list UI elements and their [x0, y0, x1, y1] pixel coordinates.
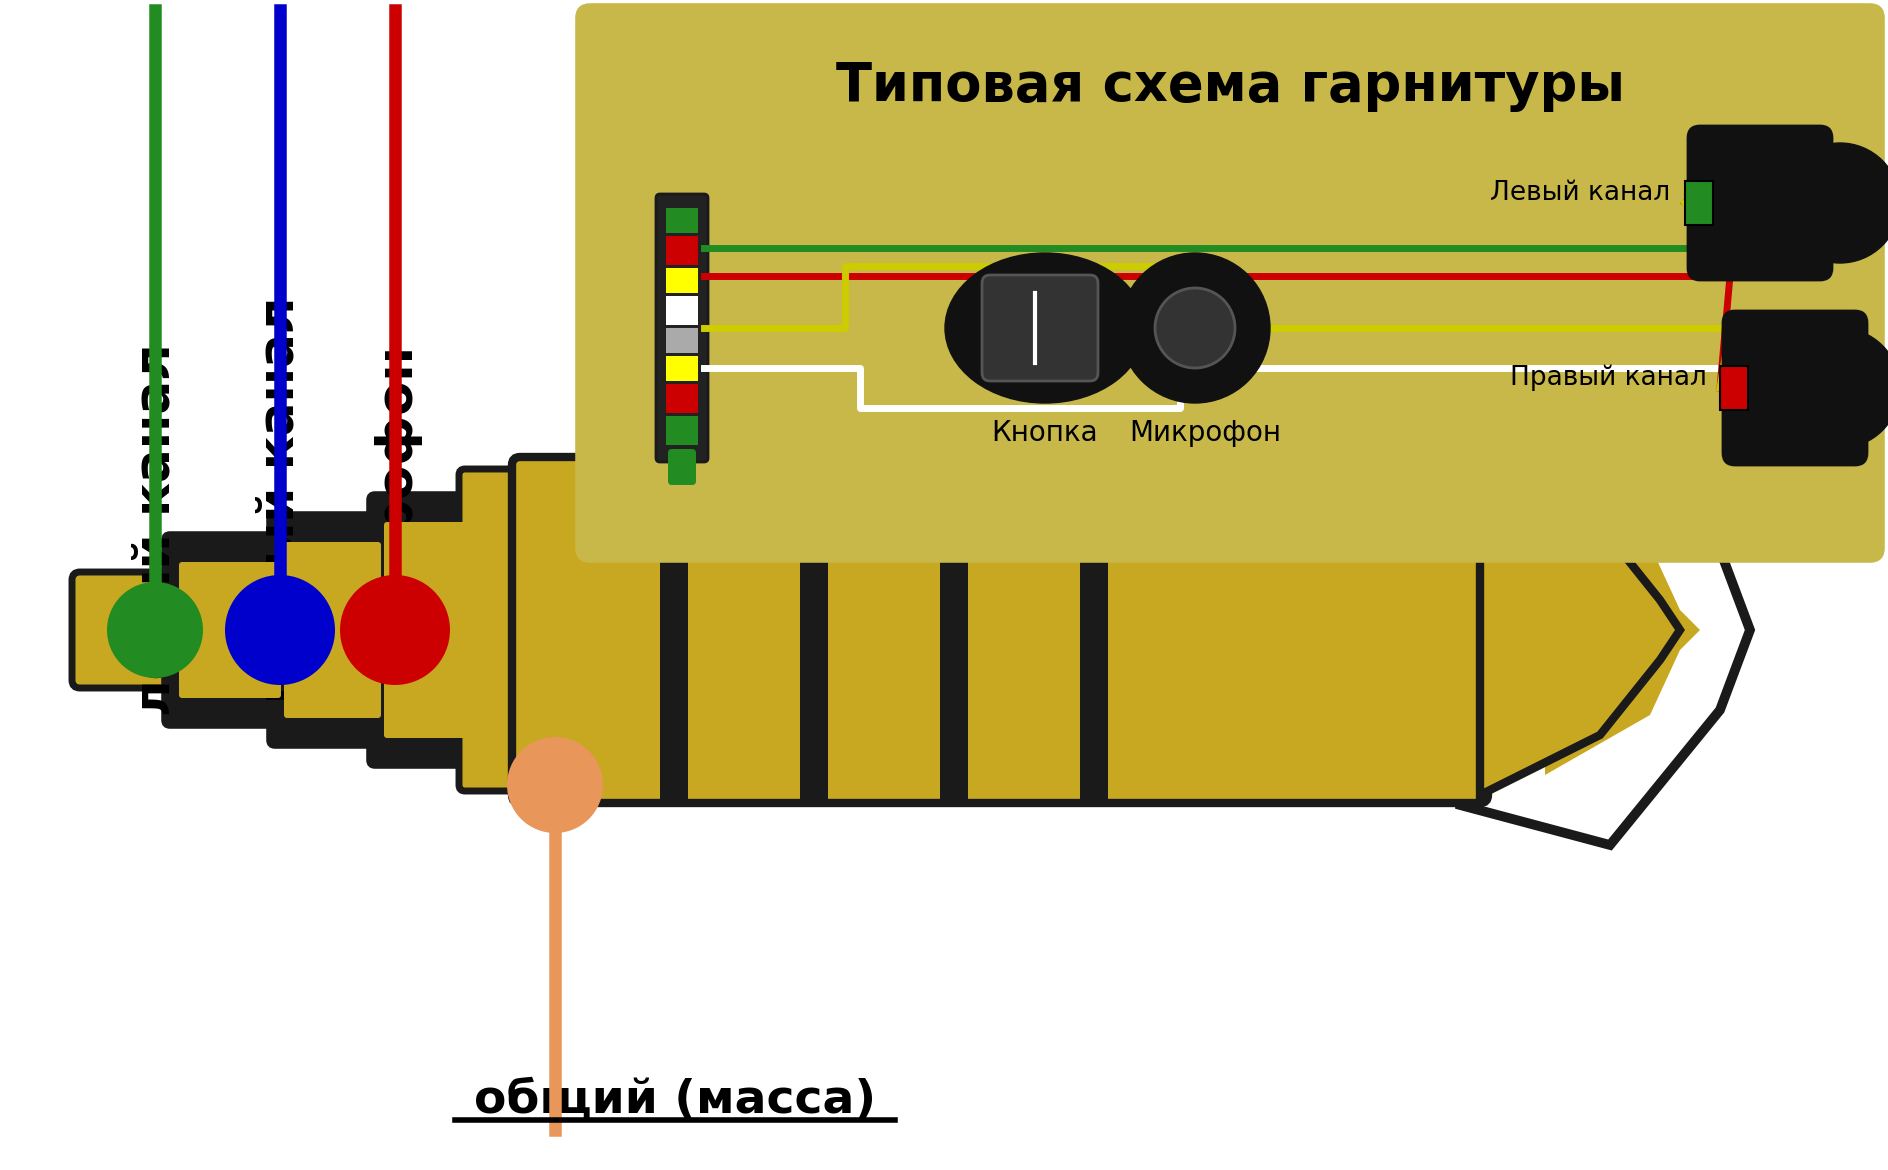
- Text: Типовая схема гарнитуры: Типовая схема гарнитуры: [836, 60, 1624, 112]
- Ellipse shape: [946, 253, 1144, 402]
- FancyBboxPatch shape: [459, 469, 536, 791]
- FancyBboxPatch shape: [383, 522, 466, 738]
- FancyBboxPatch shape: [283, 542, 381, 718]
- FancyBboxPatch shape: [982, 275, 1099, 381]
- Bar: [666, 384, 699, 413]
- Bar: [801, 460, 829, 800]
- Bar: [666, 236, 699, 264]
- FancyBboxPatch shape: [72, 572, 208, 688]
- Circle shape: [1780, 143, 1888, 263]
- Text: Правый канал: Правый канал: [1510, 365, 1707, 391]
- FancyBboxPatch shape: [179, 562, 281, 698]
- Bar: [666, 356, 699, 381]
- Bar: [1720, 366, 1748, 409]
- Text: Кнопка: Кнопка: [991, 419, 1099, 447]
- Circle shape: [1155, 288, 1235, 369]
- Circle shape: [1780, 328, 1888, 448]
- FancyBboxPatch shape: [164, 534, 296, 727]
- Ellipse shape: [1120, 253, 1271, 402]
- Bar: [1080, 460, 1108, 800]
- Circle shape: [108, 581, 204, 677]
- FancyBboxPatch shape: [512, 457, 1488, 803]
- Polygon shape: [1544, 486, 1699, 775]
- FancyBboxPatch shape: [578, 6, 1882, 560]
- Text: левый канал: левый канал: [130, 344, 179, 716]
- Text: Микрофон: Микрофон: [1129, 419, 1280, 447]
- Text: общий (масса): общий (масса): [474, 1078, 876, 1122]
- Text: микрофон: микрофон: [372, 340, 419, 640]
- FancyBboxPatch shape: [1688, 126, 1831, 280]
- FancyBboxPatch shape: [1724, 311, 1867, 464]
- FancyBboxPatch shape: [268, 514, 396, 746]
- Circle shape: [340, 574, 449, 684]
- Bar: [661, 460, 687, 800]
- Text: правый канал: правый канал: [257, 297, 304, 703]
- Circle shape: [225, 574, 334, 684]
- Bar: [666, 208, 699, 233]
- Bar: [666, 417, 699, 445]
- FancyBboxPatch shape: [655, 194, 708, 462]
- Bar: [940, 460, 969, 800]
- FancyBboxPatch shape: [668, 449, 697, 486]
- Text: Левый канал: Левый канал: [1490, 180, 1671, 206]
- Bar: [1684, 181, 1712, 225]
- Bar: [666, 328, 699, 353]
- Bar: [666, 296, 699, 325]
- Polygon shape: [1480, 464, 1680, 794]
- Bar: [666, 268, 699, 292]
- FancyBboxPatch shape: [368, 494, 481, 766]
- Circle shape: [508, 737, 602, 833]
